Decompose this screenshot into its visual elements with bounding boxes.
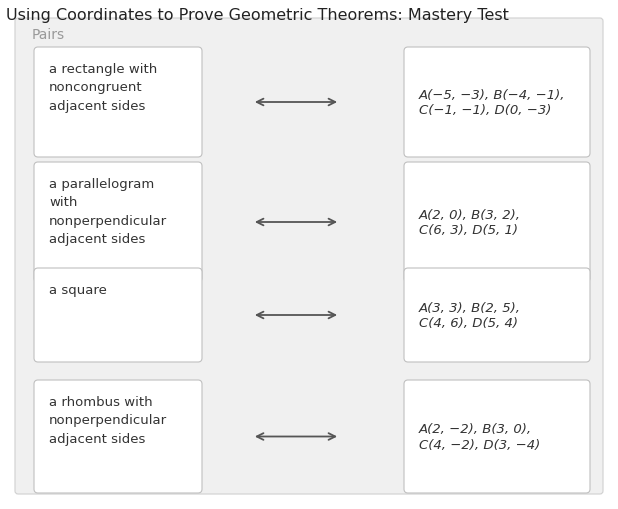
Text: a rhombus with
nonperpendicular
adjacent sides: a rhombus with nonperpendicular adjacent… xyxy=(49,395,167,445)
Text: A(2, 0), B(3, 2),: A(2, 0), B(3, 2), xyxy=(419,208,521,221)
Text: C(4, 6), D(5, 4): C(4, 6), D(5, 4) xyxy=(419,317,518,330)
Text: A(−5, −3), B(−4, −1),: A(−5, −3), B(−4, −1), xyxy=(419,89,565,101)
Text: A(3, 3), B(2, 5),: A(3, 3), B(2, 5), xyxy=(419,301,521,314)
FancyBboxPatch shape xyxy=(404,48,590,158)
FancyBboxPatch shape xyxy=(34,48,202,158)
FancyBboxPatch shape xyxy=(404,268,590,362)
Text: A(2, −2), B(3, 0),: A(2, −2), B(3, 0), xyxy=(419,422,532,435)
FancyBboxPatch shape xyxy=(34,268,202,362)
Text: Pairs: Pairs xyxy=(32,28,65,42)
FancyBboxPatch shape xyxy=(34,163,202,282)
Text: C(4, −2), D(3, −4): C(4, −2), D(3, −4) xyxy=(419,438,540,451)
Text: Using Coordinates to Prove Geometric Theorems: Mastery Test: Using Coordinates to Prove Geometric The… xyxy=(6,8,509,23)
FancyBboxPatch shape xyxy=(34,380,202,493)
Text: a square: a square xyxy=(49,284,107,296)
FancyBboxPatch shape xyxy=(404,380,590,493)
FancyBboxPatch shape xyxy=(15,19,603,494)
Text: C(−1, −1), D(0, −3): C(−1, −1), D(0, −3) xyxy=(419,104,551,117)
Text: C(6, 3), D(5, 1): C(6, 3), D(5, 1) xyxy=(419,224,518,237)
FancyBboxPatch shape xyxy=(404,163,590,282)
Text: a parallelogram
with
nonperpendicular
adjacent sides: a parallelogram with nonperpendicular ad… xyxy=(49,178,167,246)
Text: a rectangle with
noncongruent
adjacent sides: a rectangle with noncongruent adjacent s… xyxy=(49,63,157,113)
